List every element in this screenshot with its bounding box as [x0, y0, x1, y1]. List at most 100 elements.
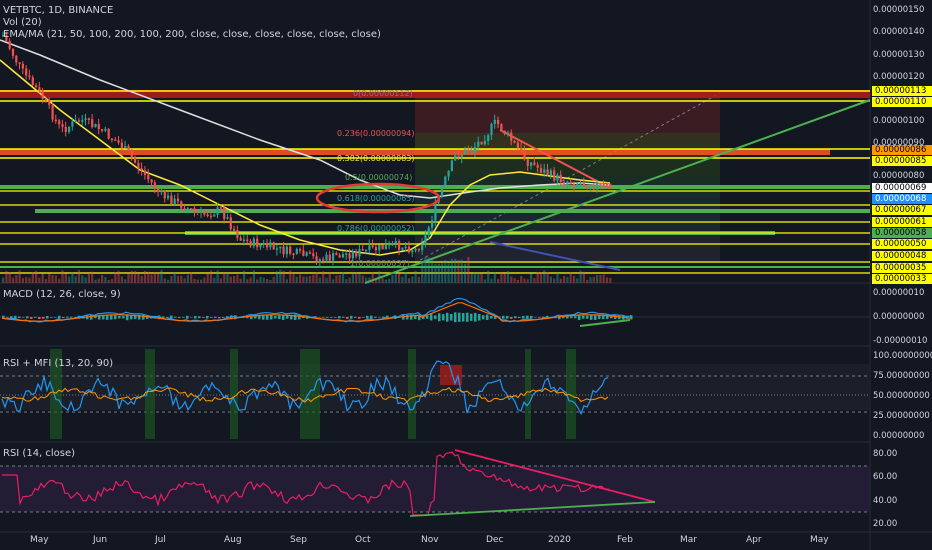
volume-bar — [582, 271, 585, 283]
volume-bar — [599, 275, 602, 283]
candle — [54, 119, 57, 122]
fib-zone-382-5 — [415, 158, 720, 176]
volume-bar — [500, 271, 503, 283]
macd-histogram-bar — [198, 316, 201, 319]
candle — [414, 248, 417, 251]
volume-bar — [68, 276, 71, 283]
volume-bar — [592, 276, 595, 283]
downtrend-line — [499, 129, 611, 189]
rsi-mfi-band — [0, 364, 870, 410]
volume-bar — [219, 278, 222, 283]
candle — [44, 98, 48, 101]
volume-bar — [487, 270, 490, 283]
candle — [127, 145, 130, 152]
fib-618-highlight-ellipse[interactable] — [315, 182, 441, 214]
volume-bar — [572, 275, 576, 283]
macd-histogram-bar — [342, 316, 345, 318]
macd-histogram-bar — [506, 315, 509, 319]
candle — [120, 142, 123, 149]
candle — [134, 157, 137, 163]
macd-histogram-bar — [354, 316, 357, 318]
macd-histogram-bar — [442, 314, 445, 321]
volume-bar — [137, 273, 140, 283]
rsi-mfi-pane[interactable] — [0, 349, 870, 439]
trend-lines[interactable] — [364, 99, 871, 284]
date-label: May — [810, 535, 829, 545]
volume-bar — [226, 272, 229, 283]
volume-bar — [431, 259, 434, 283]
candle — [338, 255, 341, 258]
candle — [378, 244, 381, 251]
candle — [206, 214, 209, 217]
price-candles[interactable] — [2, 31, 612, 268]
volume-bar — [25, 277, 28, 283]
volume-bar — [233, 276, 236, 283]
candle — [275, 248, 279, 250]
candle — [110, 138, 114, 141]
candle — [97, 123, 100, 130]
volume-bar — [252, 270, 255, 283]
candle — [272, 242, 275, 250]
macd-histogram-bar — [122, 316, 125, 319]
volume-bar — [249, 277, 252, 283]
candle — [64, 127, 67, 132]
rsi-mfi-legend[interactable]: RSI + MFI (13, 20, 90) — [3, 358, 114, 369]
candle — [259, 244, 262, 248]
volume-bar — [407, 278, 411, 283]
volume-bar — [48, 273, 51, 283]
candle — [87, 118, 90, 121]
macd-histogram-bar — [410, 314, 413, 320]
volume-bar — [381, 278, 384, 283]
ema-ma-legend[interactable]: EMA/MA (21, 50, 100, 200, 100, 200, clos… — [3, 29, 381, 40]
volume-bar — [536, 272, 539, 283]
volume-bar — [440, 263, 444, 283]
macd-histogram-bar — [210, 317, 213, 318]
macd-histogram-bar — [502, 315, 505, 319]
candle — [173, 198, 176, 205]
volume-bar — [332, 279, 335, 283]
macd-histogram-bar — [94, 316, 97, 319]
candle — [592, 187, 595, 190]
candle — [325, 254, 328, 261]
horizontal-levels[interactable] — [0, 90, 870, 274]
price-axis-label: 0.00000120 — [873, 72, 925, 82]
volume-bar — [312, 274, 315, 283]
volume-bar — [388, 278, 391, 283]
fib-label-1: 1(0.00000037) — [350, 259, 410, 268]
price-axis-label: 0.00000150 — [873, 5, 925, 15]
volume-bar — [285, 279, 288, 283]
macd-histogram-bar — [330, 317, 333, 318]
volume-legend[interactable]: Vol (20) — [3, 17, 42, 28]
candle — [176, 198, 180, 202]
volume-bar — [483, 279, 486, 283]
macd-pane[interactable] — [0, 297, 870, 327]
candle — [384, 245, 387, 250]
candle — [345, 253, 348, 256]
candle — [38, 87, 41, 91]
candle — [454, 155, 457, 161]
rsi-legend[interactable]: RSI (14, close) — [3, 448, 76, 459]
rsi-mfi-axis-label: 25.00000000 — [873, 411, 930, 421]
volume-bar — [473, 272, 477, 283]
volume-bar — [279, 270, 282, 283]
date-label: Jul — [155, 535, 166, 545]
volume-bar — [371, 272, 374, 283]
volume-bar — [503, 273, 506, 283]
macd-axis-label: 0.00000000 — [873, 312, 925, 322]
volume-bar — [246, 279, 249, 283]
volume-bar — [282, 270, 285, 283]
macd-histogram-bar — [566, 315, 569, 319]
candle — [579, 183, 582, 185]
macd-histogram-bar — [378, 316, 381, 318]
symbol-legend[interactable]: VETBTC, 1D, BINANCE — [3, 5, 114, 16]
candle — [305, 252, 308, 256]
volume-bar — [266, 279, 269, 283]
macd-histogram-bar — [602, 315, 605, 320]
macd-trend-line — [579, 319, 631, 327]
macd-legend[interactable]: MACD (12, 26, close, 9) — [3, 289, 121, 300]
candle — [183, 208, 186, 211]
macd-histogram-bar — [226, 316, 229, 319]
volume-bar — [566, 277, 569, 283]
rsi-pane[interactable] — [0, 449, 870, 517]
